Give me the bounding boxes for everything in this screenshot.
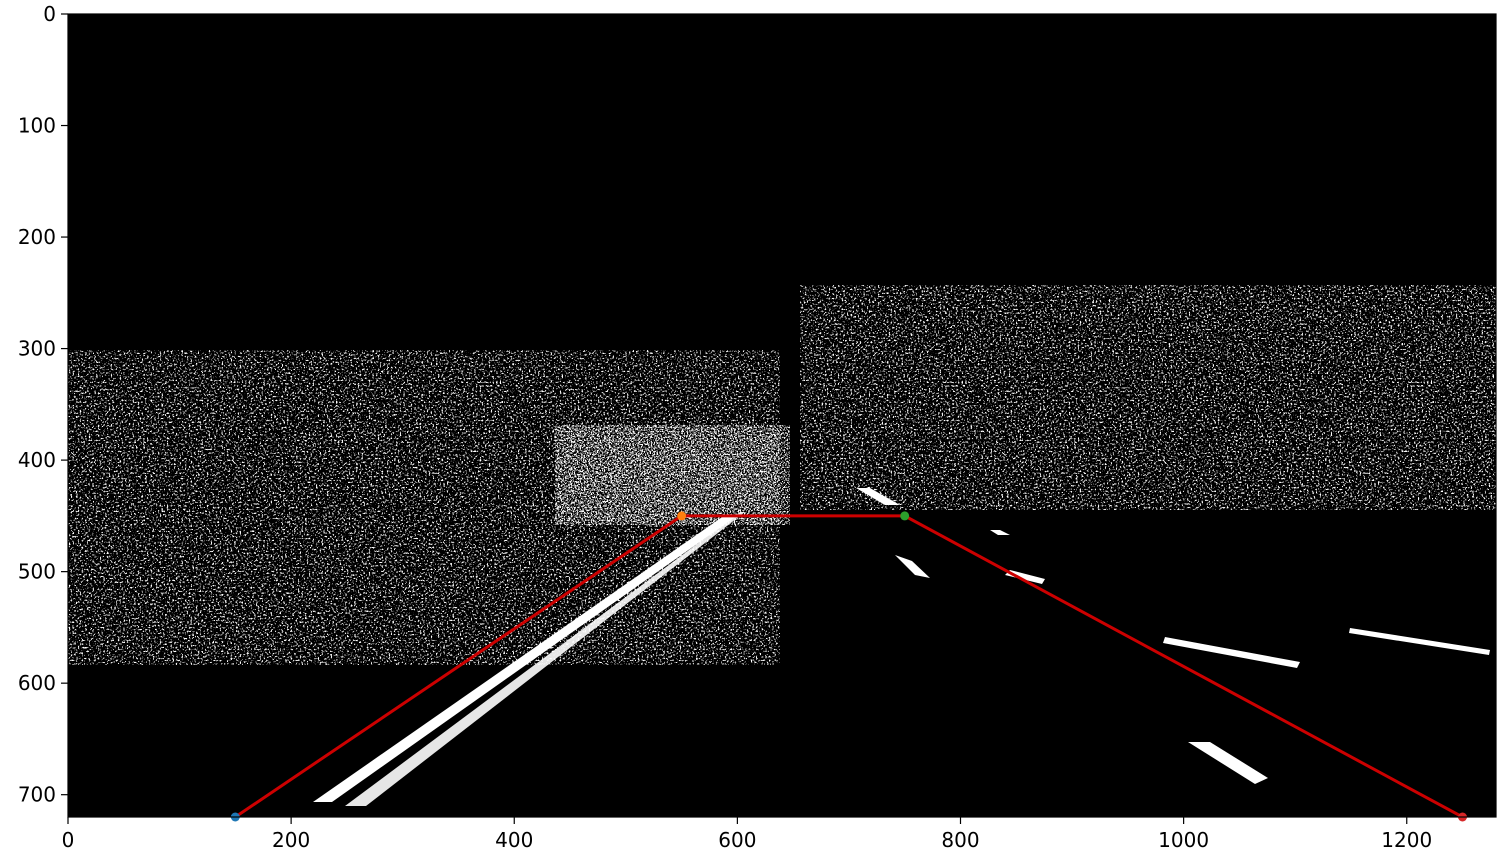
y-axis-ticks: 0 100 200 300 400 500 600 700 [18, 2, 68, 807]
x-tick-label: 1200 [1381, 828, 1432, 852]
y-tick-label: 600 [18, 671, 56, 695]
y-tick-label: 100 [18, 114, 56, 138]
right-dash-1 [856, 488, 900, 505]
y-tick-label: 300 [18, 337, 56, 361]
left-lane-line-inner [345, 512, 745, 806]
y-tick-label: 0 [43, 2, 56, 26]
right-dash-4 [1163, 637, 1300, 668]
x-tick-label: 600 [718, 828, 756, 852]
marker-1 [677, 511, 687, 521]
right-dash-3 [1005, 570, 1045, 584]
x-tick-label: 0 [62, 828, 75, 852]
left-lane-line [313, 515, 738, 802]
x-tick-label: 400 [495, 828, 533, 852]
roi-polygon [234, 514, 1464, 817]
center-dash [895, 555, 930, 578]
far-right-dash [1349, 628, 1490, 655]
edge-texture [68, 285, 1496, 665]
y-tick-label: 200 [18, 225, 56, 249]
right-dash-2 [990, 530, 1010, 535]
axes-frame [67, 13, 1497, 818]
right-dash-5 [1188, 742, 1268, 784]
roi-polygon-layer [234, 514, 1464, 817]
x-tick-label: 1000 [1158, 828, 1209, 852]
x-tick-label: 800 [941, 828, 979, 852]
marker-2 [900, 511, 910, 521]
x-axis-ticks: 0 200 400 600 800 1000 1200 [62, 817, 1432, 852]
y-tick-label: 400 [18, 448, 56, 472]
y-tick-label: 700 [18, 783, 56, 807]
lane-markings [313, 488, 1490, 806]
y-tick-label: 500 [18, 560, 56, 584]
x-tick-label: 200 [272, 828, 310, 852]
